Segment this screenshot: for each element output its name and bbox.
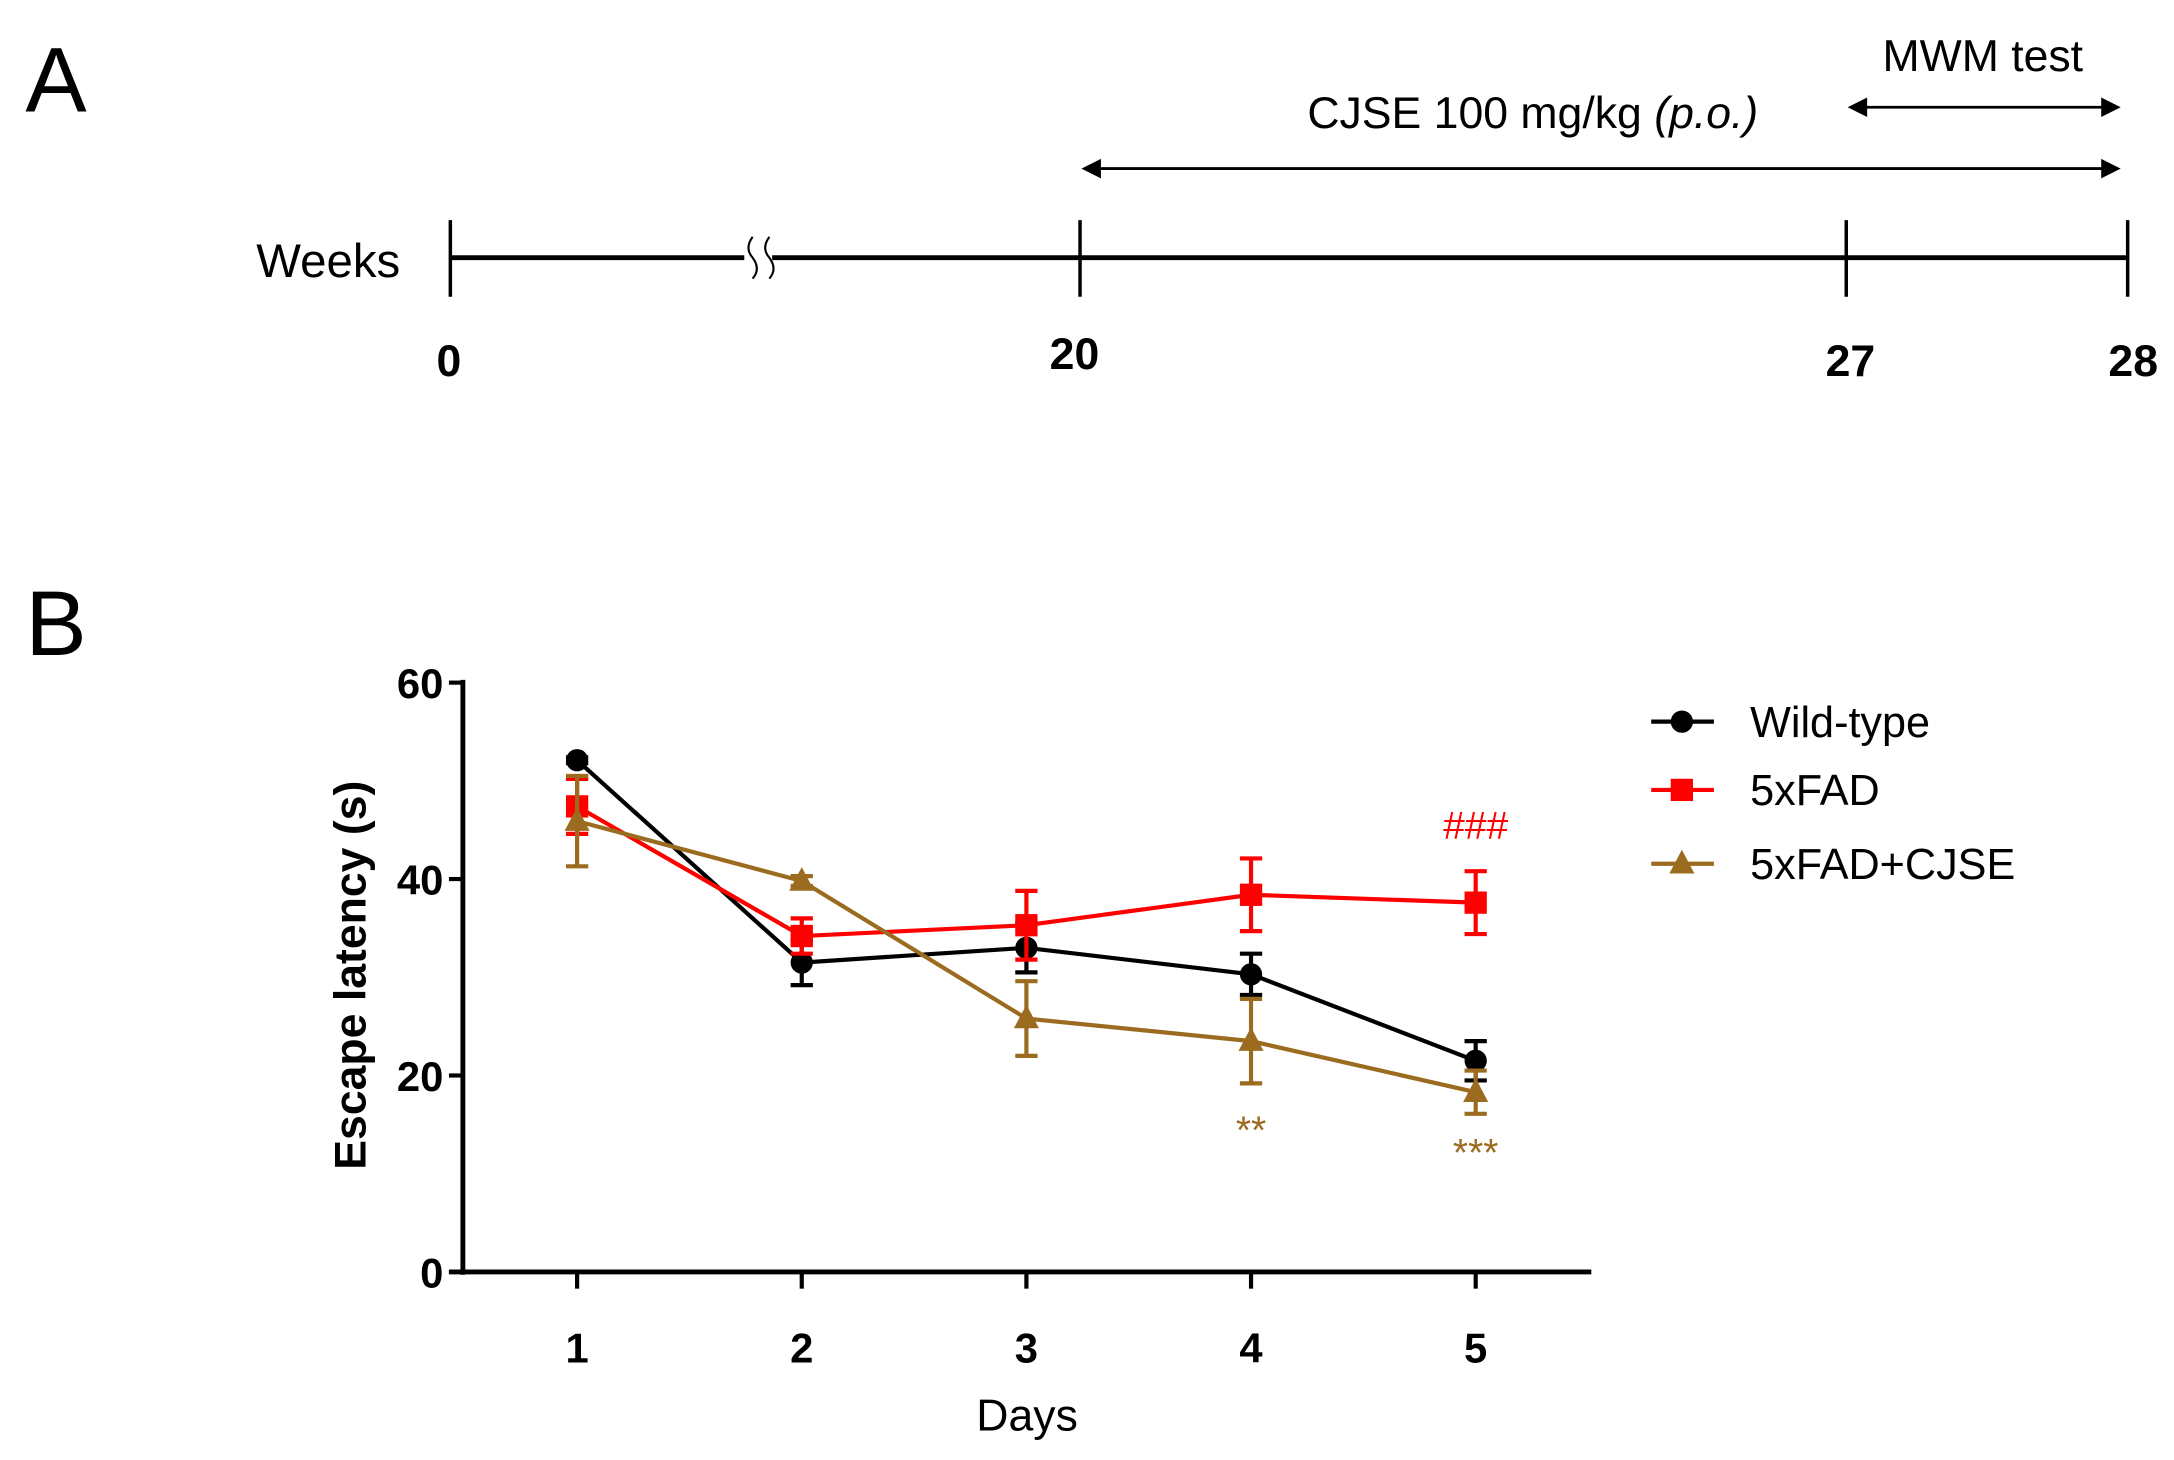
panel-b-label: B bbox=[25, 573, 86, 675]
treatment-arrow bbox=[1081, 158, 2121, 179]
axis-break-icon bbox=[744, 236, 775, 280]
mwm-test-label: MWM test bbox=[1882, 32, 2083, 81]
timeline: MWM test CJSE 100 mg/kg (p.o.) Weeks 0 2… bbox=[256, 32, 2158, 386]
data-point bbox=[1239, 883, 1263, 906]
data-point bbox=[1464, 1049, 1487, 1072]
data-point bbox=[565, 749, 589, 772]
data-point bbox=[1463, 1078, 1489, 1102]
data-point bbox=[790, 951, 813, 974]
legend: Wild-type 5xFAD 5xFAD+CJSE bbox=[1651, 699, 2015, 889]
legend-marker bbox=[1670, 778, 1694, 802]
week-tick-20: 20 bbox=[1050, 330, 1100, 379]
y-tick-label: 40 bbox=[397, 856, 443, 903]
data-point bbox=[564, 807, 590, 831]
week-tick-28: 28 bbox=[2108, 337, 2158, 386]
series-5xfad-cjse bbox=[564, 773, 1489, 1116]
data-point bbox=[790, 924, 813, 948]
legend-label: 5xFAD+CJSE bbox=[1750, 841, 2015, 889]
data-point bbox=[1013, 1004, 1039, 1029]
x-tick-label: 5 bbox=[1464, 1324, 1487, 1371]
legend-item: Wild-type bbox=[1651, 699, 1930, 747]
data-point bbox=[789, 867, 815, 891]
x-tick-label: 3 bbox=[1015, 1324, 1038, 1371]
data-point bbox=[1464, 891, 1487, 914]
significance-annotation: ** bbox=[1236, 1109, 1266, 1152]
week-tick-27: 27 bbox=[1826, 337, 1876, 386]
significance-annotation: ### bbox=[1443, 805, 1508, 848]
legend-label: Wild-type bbox=[1750, 699, 1930, 747]
legend-label: 5xFAD bbox=[1750, 767, 1880, 815]
series-5xfad bbox=[565, 776, 1487, 962]
x-tick-label: 1 bbox=[565, 1324, 588, 1371]
y-tick-label: 0 bbox=[420, 1249, 443, 1296]
treatment-label: CJSE 100 mg/kg (p.o.) bbox=[1307, 89, 1758, 138]
legend-item: 5xFAD bbox=[1651, 767, 1880, 815]
x-axis-label: Days bbox=[976, 1392, 1078, 1441]
y-axis-label: Escape latency (s) bbox=[326, 781, 375, 1170]
panel-a-label: A bbox=[25, 29, 87, 131]
legend-marker bbox=[1670, 710, 1694, 733]
weeks-label: Weeks bbox=[256, 235, 400, 288]
legend-item: 5xFAD+CJSE bbox=[1651, 841, 2015, 889]
line-chart: Escape latency (s) Days 0 20 40 60 1 2 3 4 5 ##… bbox=[326, 660, 2015, 1441]
data-point bbox=[1238, 1027, 1264, 1051]
week-tick-0: 0 bbox=[437, 337, 462, 386]
mwm-test-arrow bbox=[1847, 97, 2121, 118]
timeline-ticks bbox=[448, 220, 2130, 297]
legend-marker bbox=[1669, 849, 1695, 874]
x-tick-label: 4 bbox=[1239, 1324, 1263, 1371]
data-point bbox=[1239, 963, 1263, 986]
y-tick-label: 20 bbox=[397, 1053, 443, 1100]
significance-annotation: *** bbox=[1453, 1132, 1499, 1175]
x-tick-label: 2 bbox=[790, 1324, 813, 1371]
data-point bbox=[1015, 914, 1038, 937]
y-tick-label: 60 bbox=[397, 660, 443, 707]
